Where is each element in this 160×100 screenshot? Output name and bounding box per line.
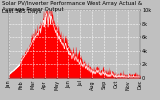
Text: Last 365 Days: Last 365 Days bbox=[2, 9, 41, 14]
Text: Solar PV/Inverter Performance West Array Actual & Average Power Output: Solar PV/Inverter Performance West Array… bbox=[2, 1, 142, 12]
